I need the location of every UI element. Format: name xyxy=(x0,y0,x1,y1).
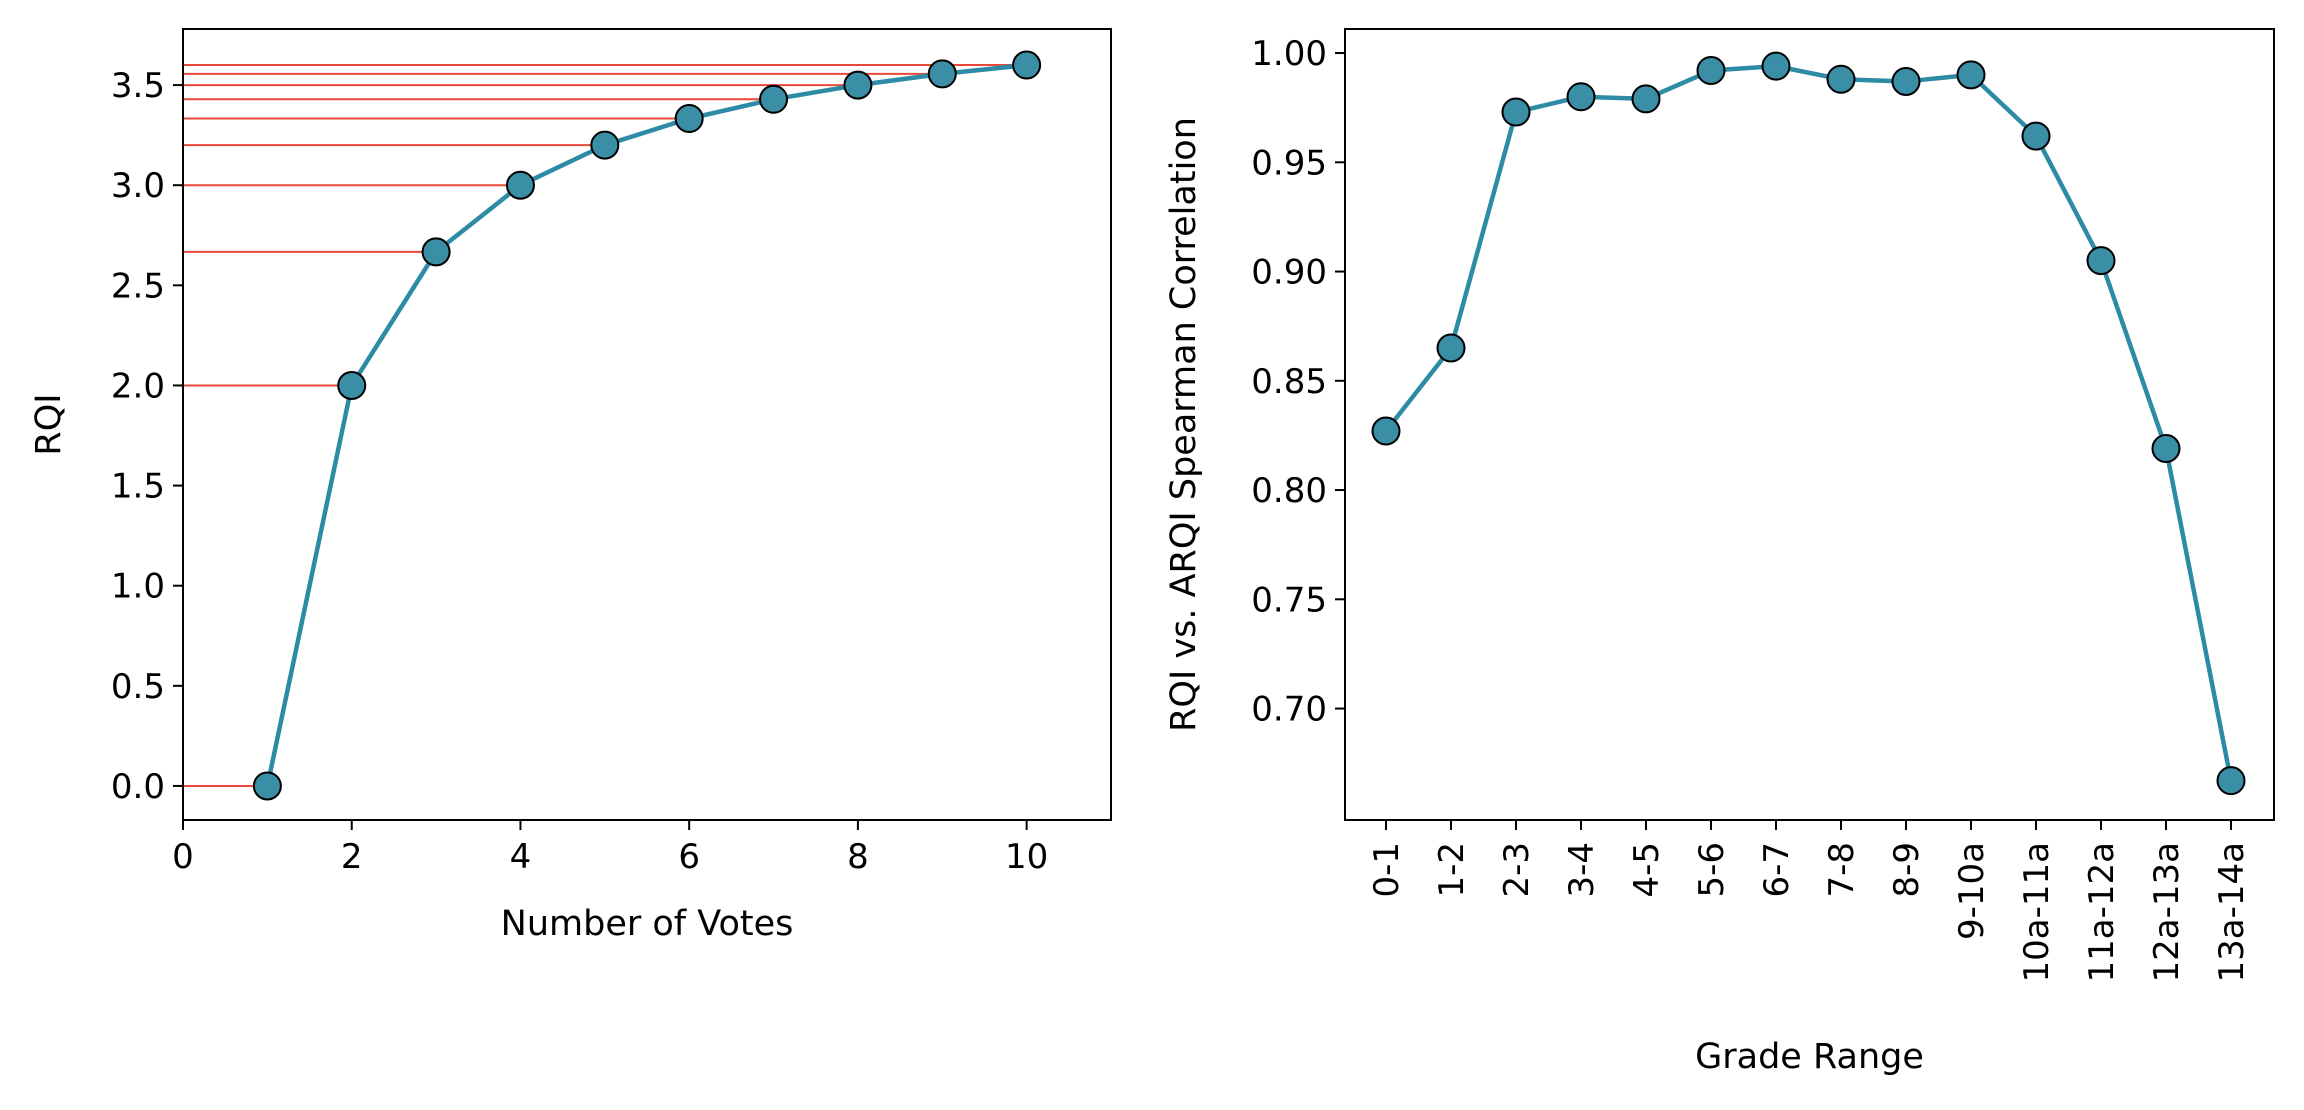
x-tick-label: 12a-13a xyxy=(2147,842,2187,982)
x-axis-label-right: Grade Range xyxy=(1695,1037,1924,1077)
x-tick-label: 6 xyxy=(678,837,700,877)
y-axis-label-right: RQI vs. ARQI Spearman Correlation xyxy=(1164,117,1204,732)
y-tick-label: 3.0 xyxy=(111,166,165,206)
x-tick-label: 0-1 xyxy=(1367,842,1407,898)
data-point xyxy=(505,170,535,200)
data-point xyxy=(421,237,451,267)
x-tick-label: 4 xyxy=(510,837,532,877)
data-point xyxy=(1012,50,1042,80)
x-tick-label: 10a-11a xyxy=(2017,842,2057,982)
x-tick-label: 3-4 xyxy=(1562,842,1602,898)
data-point xyxy=(2216,766,2246,796)
y-tick-label: 0.75 xyxy=(1251,580,1327,620)
x-tick-label: 10 xyxy=(1005,837,1048,877)
data-point xyxy=(1761,51,1791,81)
x-axis-ticks-left: 0 2 4 6 8 10 xyxy=(172,820,1048,877)
x-tick-label: 7-8 xyxy=(1822,842,1862,898)
series-line xyxy=(265,62,1027,787)
x-axis-ticks-right: 0-1 1-2 2-3 3-4 4-5 5-6 6-7 7-8 8-9 9-10a 10a-11a 1… xyxy=(1367,820,2252,982)
data-point xyxy=(674,104,704,134)
y-tick-label: 1.00 xyxy=(1251,34,1327,74)
data-point xyxy=(2021,121,2051,151)
chart-rqi-vs-votes: 0 2 4 6 8 10 0.0 0.5 1.0 1.5 2.0 2.5 3.0 3.5 Number … xyxy=(29,28,1112,944)
data-point xyxy=(843,70,873,100)
y-tick-label: 3.5 xyxy=(111,66,165,106)
y-axis-label-left: RQI xyxy=(29,393,69,455)
data-point xyxy=(1371,416,1401,446)
y-tick-label: 0.90 xyxy=(1251,253,1327,293)
x-tick-label: 13a-14a xyxy=(2212,842,2252,982)
x-tick-label: 6-7 xyxy=(1757,842,1797,898)
x-tick-label: 0 xyxy=(172,837,194,877)
data-point xyxy=(1501,97,1531,127)
y-tick-label: 0.80 xyxy=(1251,471,1327,511)
data-point xyxy=(2086,246,2116,276)
data-point xyxy=(1436,333,1466,363)
y-tick-label: 1.0 xyxy=(111,567,165,607)
x-tick-label: 5-6 xyxy=(1692,842,1732,898)
y-axis-ticks-left: 0.0 0.5 1.0 1.5 2.0 2.5 3.0 3.5 xyxy=(111,66,183,807)
y-tick-label: 1.5 xyxy=(111,467,165,507)
y-axis-ticks-right: 0.70 0.75 0.80 0.85 0.90 0.95 1.00 xyxy=(1251,34,1345,730)
data-point xyxy=(1826,64,1856,94)
y-tick-label: 0.70 xyxy=(1251,690,1327,730)
x-tick-label: 11a-12a xyxy=(2082,842,2122,982)
data-point xyxy=(1891,66,1921,96)
y-tick-label: 2.0 xyxy=(111,366,165,406)
x-tick-label: 2-3 xyxy=(1497,842,1537,898)
y-tick-label: 0.5 xyxy=(111,667,165,707)
x-tick-label: 2 xyxy=(341,837,363,877)
x-tick-label: 4-5 xyxy=(1627,842,1667,898)
data-point xyxy=(1566,82,1596,112)
x-tick-label: 1-2 xyxy=(1432,842,1472,898)
x-tick-label: 8-9 xyxy=(1887,842,1927,898)
chart-correlation-vs-grade: 0-1 1-2 2-3 3-4 4-5 5-6 6-7 7-8 8-9 9-10a 10a-11a 1… xyxy=(1164,28,2275,1077)
data-point xyxy=(1956,60,1986,90)
data-point xyxy=(1696,56,1726,86)
y-tick-label: 0.0 xyxy=(111,767,165,807)
guide-lines xyxy=(183,64,1027,787)
series-correlation xyxy=(1371,51,2246,796)
data-point xyxy=(1631,84,1661,114)
data-point xyxy=(2151,434,2181,464)
x-tick-label: 9-10a xyxy=(1952,842,1992,940)
x-tick-label: 8 xyxy=(847,837,869,877)
data-point xyxy=(759,84,789,114)
y-tick-label: 2.5 xyxy=(111,266,165,306)
plot-frame-left xyxy=(182,28,1112,821)
data-point xyxy=(927,59,957,89)
y-tick-label: 0.95 xyxy=(1251,143,1327,183)
plot-frame-right xyxy=(1344,28,2275,821)
series-rqi xyxy=(252,50,1042,801)
data-point xyxy=(252,771,282,801)
y-tick-label: 0.85 xyxy=(1251,362,1327,402)
data-point xyxy=(590,130,620,160)
data-point xyxy=(337,370,367,400)
x-axis-label-left: Number of Votes xyxy=(501,904,794,944)
